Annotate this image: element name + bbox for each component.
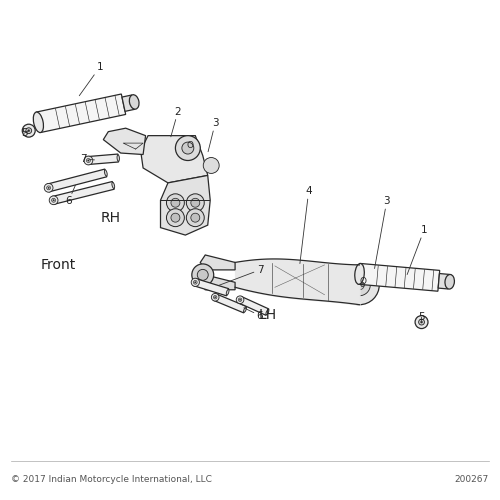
Text: 1: 1 xyxy=(80,62,103,96)
Polygon shape xyxy=(36,94,126,132)
Ellipse shape xyxy=(86,156,90,164)
Text: RH: RH xyxy=(101,210,121,224)
Polygon shape xyxy=(238,296,269,316)
Ellipse shape xyxy=(445,274,454,289)
Circle shape xyxy=(238,298,242,302)
Circle shape xyxy=(53,200,54,201)
Polygon shape xyxy=(358,264,440,291)
Circle shape xyxy=(214,296,217,299)
Circle shape xyxy=(44,184,53,192)
Text: © 2017 Indian Motorcycle International, LLC: © 2017 Indian Motorcycle International, … xyxy=(12,475,212,484)
Polygon shape xyxy=(438,274,450,289)
Ellipse shape xyxy=(193,278,198,286)
Circle shape xyxy=(49,196,58,204)
Text: 7: 7 xyxy=(219,265,264,285)
Polygon shape xyxy=(214,294,246,313)
Ellipse shape xyxy=(117,155,119,161)
Text: 200267: 200267 xyxy=(454,475,488,484)
Circle shape xyxy=(354,280,364,290)
Circle shape xyxy=(182,142,194,154)
Circle shape xyxy=(166,194,184,212)
Circle shape xyxy=(236,296,244,304)
Ellipse shape xyxy=(238,296,242,303)
Circle shape xyxy=(194,280,197,284)
Circle shape xyxy=(26,128,32,134)
Circle shape xyxy=(191,213,200,222)
Circle shape xyxy=(186,194,204,212)
Circle shape xyxy=(348,274,370,295)
Text: 2: 2 xyxy=(171,107,181,137)
Polygon shape xyxy=(200,275,235,290)
Polygon shape xyxy=(200,255,235,270)
Circle shape xyxy=(191,278,200,286)
Text: 5: 5 xyxy=(418,312,425,322)
Text: LH: LH xyxy=(258,308,276,322)
Circle shape xyxy=(176,136,201,160)
Text: Front: Front xyxy=(41,258,76,272)
Ellipse shape xyxy=(266,310,269,314)
Circle shape xyxy=(204,158,219,174)
Text: O: O xyxy=(187,141,194,150)
Text: 5: 5 xyxy=(21,128,28,138)
Polygon shape xyxy=(52,182,114,204)
Polygon shape xyxy=(88,154,118,164)
Text: o: o xyxy=(360,280,364,289)
Circle shape xyxy=(212,294,219,301)
Text: 3: 3 xyxy=(374,196,390,268)
Circle shape xyxy=(86,158,90,162)
Text: 7: 7 xyxy=(80,154,94,164)
Ellipse shape xyxy=(52,196,56,204)
Polygon shape xyxy=(194,279,228,296)
Circle shape xyxy=(171,198,180,207)
Ellipse shape xyxy=(34,112,43,132)
Polygon shape xyxy=(48,169,107,192)
Text: 3: 3 xyxy=(208,118,218,152)
Text: O: O xyxy=(360,277,367,286)
Circle shape xyxy=(420,321,422,323)
Text: 6: 6 xyxy=(244,308,264,320)
Circle shape xyxy=(194,282,196,283)
Text: 4: 4 xyxy=(300,186,312,264)
Circle shape xyxy=(46,186,50,190)
Circle shape xyxy=(166,208,184,226)
Circle shape xyxy=(191,198,200,207)
Circle shape xyxy=(28,130,29,132)
Circle shape xyxy=(22,124,35,137)
Circle shape xyxy=(84,156,93,165)
Ellipse shape xyxy=(226,290,229,295)
Circle shape xyxy=(198,270,208,280)
Ellipse shape xyxy=(104,170,107,176)
Circle shape xyxy=(186,208,204,226)
Polygon shape xyxy=(140,136,207,183)
Text: 6: 6 xyxy=(65,185,76,206)
Ellipse shape xyxy=(213,294,218,300)
Ellipse shape xyxy=(46,184,51,192)
Ellipse shape xyxy=(355,264,364,284)
Circle shape xyxy=(171,213,180,222)
Polygon shape xyxy=(122,95,134,112)
Ellipse shape xyxy=(244,307,246,312)
Ellipse shape xyxy=(130,94,139,109)
Ellipse shape xyxy=(112,182,114,188)
Circle shape xyxy=(418,319,424,325)
Polygon shape xyxy=(160,176,210,235)
Circle shape xyxy=(340,265,380,304)
Polygon shape xyxy=(104,128,146,154)
Circle shape xyxy=(192,264,214,286)
Circle shape xyxy=(48,187,50,188)
Circle shape xyxy=(415,316,428,328)
Circle shape xyxy=(214,296,216,298)
Circle shape xyxy=(52,198,56,202)
Circle shape xyxy=(88,160,89,161)
Text: 1: 1 xyxy=(407,225,428,274)
